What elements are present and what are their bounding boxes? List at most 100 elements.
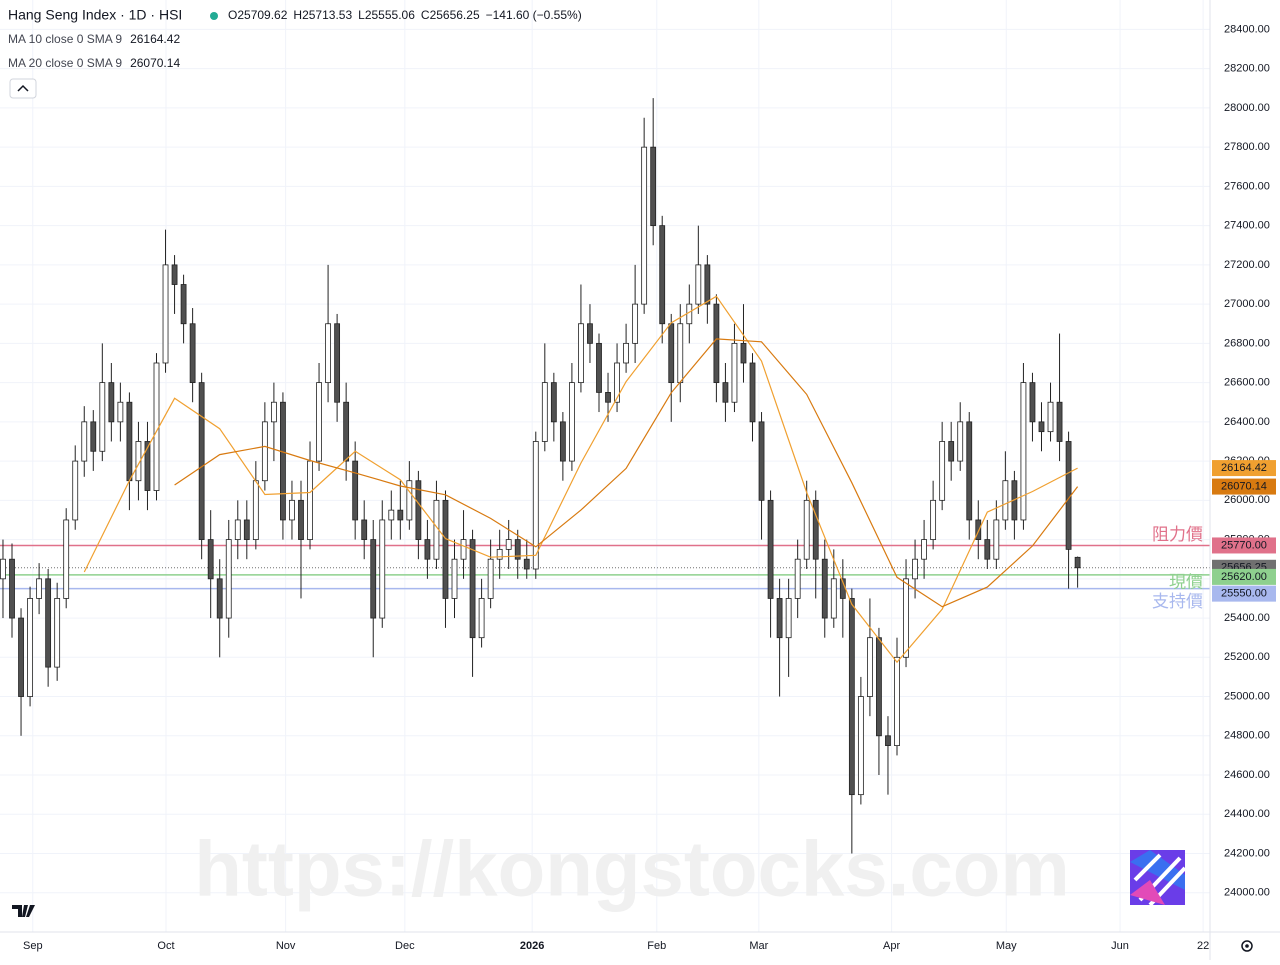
candle-body	[63, 519, 70, 599]
candle-body	[867, 637, 873, 697]
candle-body	[72, 460, 79, 521]
candle-body	[578, 323, 584, 384]
candle-body	[857, 696, 864, 796]
y-tick-label: 27200.00	[1224, 259, 1270, 271]
candle-body	[776, 598, 783, 639]
candle-body	[496, 548, 503, 560]
y-tick-label: 24200.00	[1224, 847, 1270, 859]
x-tick-label: 22	[1197, 940, 1209, 952]
candle-body	[957, 421, 964, 462]
candle-body	[677, 323, 684, 384]
candle-body	[650, 146, 657, 227]
candle-body	[117, 401, 124, 423]
candle-body	[153, 362, 160, 491]
ma-legend-value: 26070.14	[130, 56, 180, 70]
level-label-box	[1212, 585, 1276, 602]
collapse-icon	[17, 84, 29, 92]
level-text: 支持價	[1152, 592, 1203, 611]
candle-body	[234, 519, 241, 540]
candle-body	[740, 342, 747, 364]
x-tick-label: Jun	[1111, 940, 1129, 952]
candle-body	[225, 539, 232, 619]
candle-body	[18, 617, 24, 697]
candle-body	[415, 480, 422, 540]
candle-body	[559, 421, 566, 462]
level-label: 25620.00	[1221, 571, 1267, 583]
candle-body	[641, 146, 648, 305]
candle-body	[686, 303, 693, 325]
y-tick-label: 26800.00	[1224, 337, 1270, 349]
candle-body	[370, 539, 377, 619]
candle-body	[90, 421, 97, 452]
candle-body	[668, 323, 675, 384]
candle-body	[144, 441, 151, 491]
candle-body	[397, 509, 404, 521]
candle-body	[803, 499, 810, 560]
candle-body	[352, 460, 359, 521]
axes: 24000.00 24200.00 24400.00 24600.00 24800.00…	[23, 23, 1276, 952]
y-tick-label: 27000.00	[1224, 298, 1270, 310]
candle-body	[1056, 401, 1063, 442]
candle-body	[794, 558, 801, 599]
candle-body	[487, 558, 494, 599]
candle-body	[722, 382, 729, 403]
candle-body	[885, 735, 891, 747]
candle-body	[469, 539, 476, 639]
y-tick-label: 27800.00	[1224, 141, 1270, 153]
candle-body	[993, 519, 1000, 560]
candle-body	[261, 421, 268, 482]
tv-logo	[12, 905, 35, 917]
candle-body	[388, 509, 395, 521]
x-tick-label: Sep	[23, 940, 43, 952]
candle-body	[876, 637, 882, 737]
candle-body	[379, 519, 386, 619]
candle-body	[180, 284, 187, 325]
candle-body	[198, 382, 205, 540]
candle-body	[614, 362, 620, 403]
collapse-button[interactable]	[9, 78, 37, 99]
level-text: 阻力價	[1152, 525, 1203, 544]
y-tick-label: 27600.00	[1224, 180, 1270, 192]
candle-body	[903, 578, 909, 658]
level-label: 25770.00	[1221, 539, 1267, 551]
candle-body	[749, 362, 756, 423]
candle-body	[99, 382, 106, 452]
candle-body	[361, 519, 368, 540]
candle-body	[171, 264, 178, 285]
candle-body	[189, 323, 196, 384]
ma-legend-value: 26164.42	[130, 32, 180, 46]
ohlc-label: L	[358, 8, 365, 22]
x-tick-label: Feb	[647, 940, 666, 952]
y-tick-label: 28000.00	[1224, 102, 1270, 114]
candle-body	[541, 382, 548, 442]
settings[interactable]	[1241, 940, 1253, 952]
ma-label: 26070.14	[1221, 480, 1267, 492]
site-logo	[1130, 850, 1187, 907]
candle-body	[252, 480, 259, 540]
candle-body	[334, 323, 341, 403]
x-tick-label: Oct	[157, 940, 174, 952]
y-tick-label: 24000.00	[1224, 887, 1270, 899]
candle-body	[785, 598, 792, 639]
candle-body	[45, 578, 52, 668]
x-tick-label: Apr	[883, 940, 900, 952]
candle-body	[1002, 480, 1009, 521]
x-tick-label: Nov	[276, 940, 296, 952]
ma-legend: MA 10 close 0 SMA 9	[8, 32, 122, 46]
ma-line	[83, 295, 1078, 664]
candle-body	[695, 264, 702, 305]
x-tick-label: May	[996, 940, 1017, 952]
candle-body	[767, 499, 774, 599]
candle-body	[108, 382, 115, 423]
candle-body	[848, 598, 855, 796]
y-tick-label: 26600.00	[1224, 377, 1270, 389]
y-tick-label: 25200.00	[1224, 651, 1270, 663]
candle-body	[162, 264, 169, 364]
candle-body	[27, 598, 33, 697]
x-tick-label: Dec	[395, 940, 415, 952]
candle-body	[316, 382, 322, 462]
candle-body	[478, 598, 485, 639]
